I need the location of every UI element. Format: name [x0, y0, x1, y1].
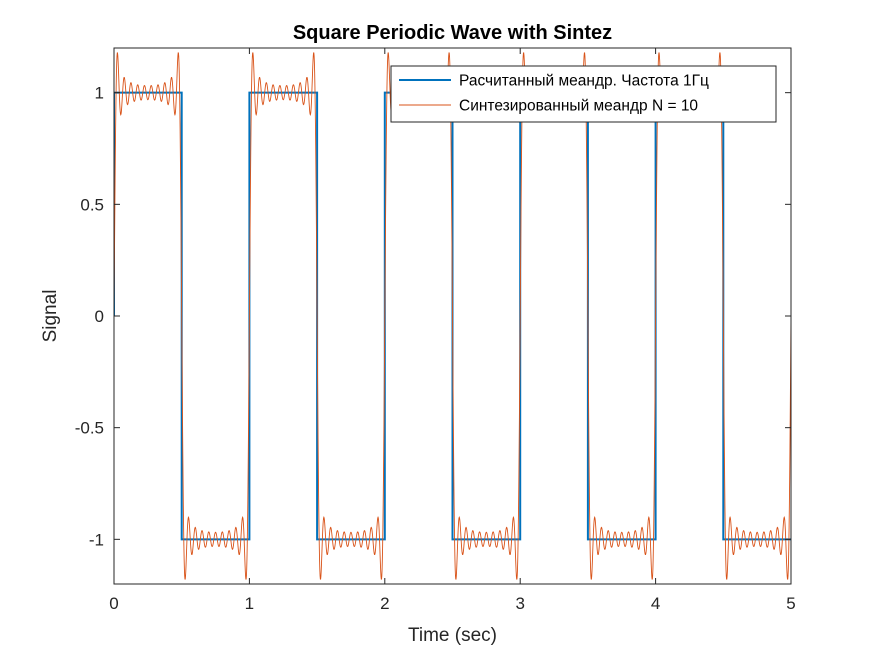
x-tick-label: 1 — [245, 594, 254, 613]
legend: Расчитанный меандр. Частота 1Гц Синтезиро… — [390, 65, 777, 123]
legend-entry-label: Синтезированный меандр N = 10 — [459, 98, 698, 115]
legend-box — [390, 65, 777, 123]
x-tick-label: 0 — [109, 594, 118, 613]
y-tick-label: -1 — [89, 530, 104, 549]
y-tick-label: 0 — [95, 307, 104, 326]
x-tick-label: 4 — [651, 594, 660, 613]
axes-layer: 0 1 2 3 4 5 -1 -0.5 0 0.5 1 — [75, 47, 796, 613]
x-tick-label: 5 — [786, 594, 795, 613]
y-tick-label: -0.5 — [75, 419, 104, 438]
x-axis-label: Time (sec) — [408, 625, 497, 646]
chart-title: Square Periodic Wave with Sintez — [293, 22, 612, 44]
y-axis-label: Signal — [40, 290, 61, 343]
x-tick-label: 2 — [380, 594, 389, 613]
y-tick-label: 1 — [95, 84, 104, 103]
legend-entry-label: Расчитанный меандр. Частота 1Гц — [459, 73, 709, 90]
x-tick-label: 3 — [515, 594, 524, 613]
y-tick-label: 0.5 — [80, 195, 104, 214]
